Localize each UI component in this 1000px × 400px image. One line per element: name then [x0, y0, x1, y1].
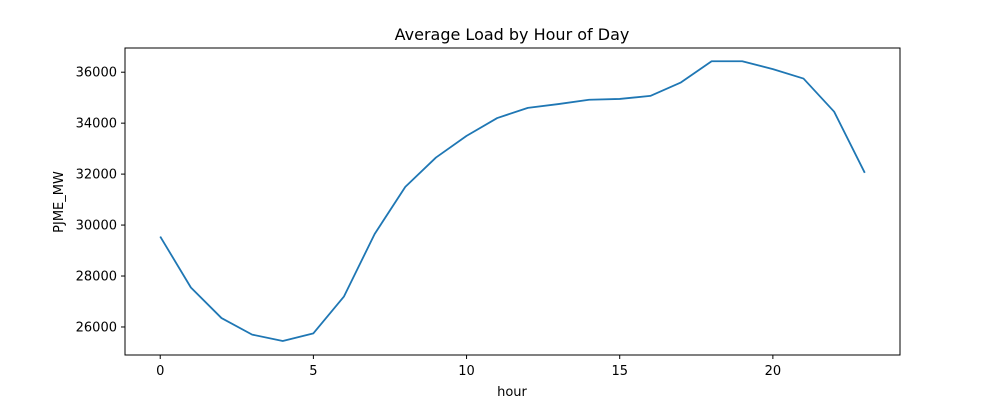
- plot-area: 0 5 10 15 20 26000 28000 30000 32000 34000 36000: [76, 47, 901, 379]
- y-tick-label: 26000: [76, 320, 117, 335]
- x-axis-label: hour: [497, 385, 527, 400]
- chart-title: Average Load by Hour of Day: [395, 25, 630, 44]
- x-tick-label: 20: [765, 364, 782, 379]
- y-tick-label: 32000: [76, 168, 117, 183]
- y-axis-label: PJME_MW: [52, 171, 67, 233]
- x-tick-label: 5: [309, 364, 317, 379]
- series-line: [159, 60, 866, 342]
- y-tick-label: 28000: [76, 270, 117, 285]
- y-tick-label: 36000: [76, 66, 117, 81]
- x-tick-label: 0: [156, 364, 164, 379]
- y-tick-label: 34000: [76, 117, 117, 132]
- x-tick-label: 15: [611, 364, 628, 379]
- x-tick-label: 10: [458, 364, 475, 379]
- axes-frame: [124, 47, 901, 356]
- y-tick-label: 30000: [76, 219, 117, 234]
